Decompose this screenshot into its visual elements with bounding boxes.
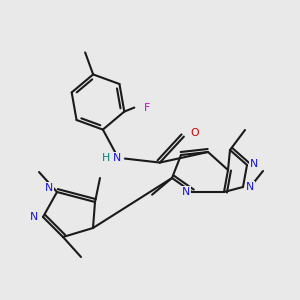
Text: F: F	[144, 103, 150, 112]
Text: H: H	[102, 153, 110, 163]
Text: O: O	[190, 128, 199, 138]
Text: N: N	[246, 182, 254, 192]
Text: N: N	[45, 183, 53, 193]
Text: N: N	[30, 212, 38, 222]
Text: N: N	[182, 187, 190, 197]
Text: N: N	[250, 159, 258, 169]
Text: N: N	[113, 153, 121, 163]
